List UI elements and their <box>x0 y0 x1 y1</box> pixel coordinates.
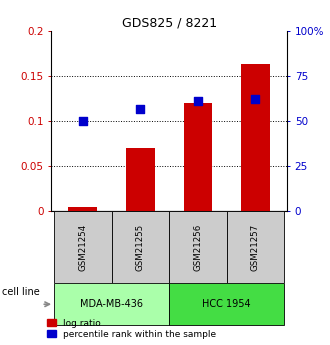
Bar <box>112 211 169 283</box>
Bar <box>183 103 212 211</box>
Point <box>138 107 143 112</box>
Point <box>80 118 85 124</box>
Point <box>253 97 258 102</box>
Bar <box>169 211 227 283</box>
Bar <box>54 211 112 283</box>
Text: GSM21256: GSM21256 <box>193 224 202 271</box>
Bar <box>169 283 284 325</box>
Text: MDA-MB-436: MDA-MB-436 <box>80 299 143 309</box>
Bar <box>126 148 155 211</box>
Legend: log ratio, percentile rank within the sample: log ratio, percentile rank within the sa… <box>48 318 216 339</box>
Text: HCC 1954: HCC 1954 <box>202 299 251 309</box>
Bar <box>68 207 97 211</box>
Text: GSM21255: GSM21255 <box>136 224 145 271</box>
Text: GSM21257: GSM21257 <box>251 224 260 271</box>
Text: GSM21254: GSM21254 <box>78 224 87 271</box>
Bar <box>241 65 270 211</box>
Text: cell line: cell line <box>2 287 39 296</box>
Point <box>195 99 201 104</box>
Title: GDS825 / 8221: GDS825 / 8221 <box>121 17 217 30</box>
Bar <box>227 211 284 283</box>
Bar <box>54 283 169 325</box>
